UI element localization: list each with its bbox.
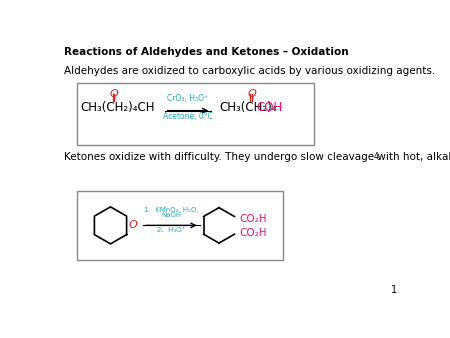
Text: COH: COH <box>256 101 283 114</box>
Text: 1: 1 <box>391 285 397 295</box>
Text: O: O <box>110 89 119 99</box>
Text: Aldehydes are oxidized to carboxylic acids by various oxidizing agents.: Aldehydes are oxidized to carboxylic aci… <box>64 66 435 76</box>
Text: 2.  H₃O⁺: 2. H₃O⁺ <box>157 227 185 233</box>
Text: CO₂H: CO₂H <box>239 228 267 238</box>
Bar <box>77 191 283 260</box>
Text: CO₂H: CO₂H <box>239 214 267 224</box>
Text: .: . <box>377 152 381 162</box>
Text: 4: 4 <box>373 152 378 161</box>
Bar <box>77 83 314 145</box>
Text: CrO₃, H₃O⁺: CrO₃, H₃O⁺ <box>167 94 208 103</box>
Text: Acetone, 0°C: Acetone, 0°C <box>163 112 213 121</box>
Text: O: O <box>128 220 137 231</box>
Text: CH₃(CH₂)₄CH: CH₃(CH₂)₄CH <box>80 101 155 114</box>
Text: Ketones oxidize with difficulty. They undergo slow cleavage with hot, alkaline K: Ketones oxidize with difficulty. They un… <box>64 152 450 162</box>
Text: O: O <box>247 89 256 99</box>
Text: CH₃(CH₂)₄: CH₃(CH₂)₄ <box>219 101 276 114</box>
Text: 1.  KMnO₄, H₂O,: 1. KMnO₄, H₂O, <box>144 207 198 213</box>
Text: NaOH: NaOH <box>161 212 181 218</box>
Text: Reactions of Aldehydes and Ketones – Oxidation: Reactions of Aldehydes and Ketones – Oxi… <box>64 47 349 57</box>
